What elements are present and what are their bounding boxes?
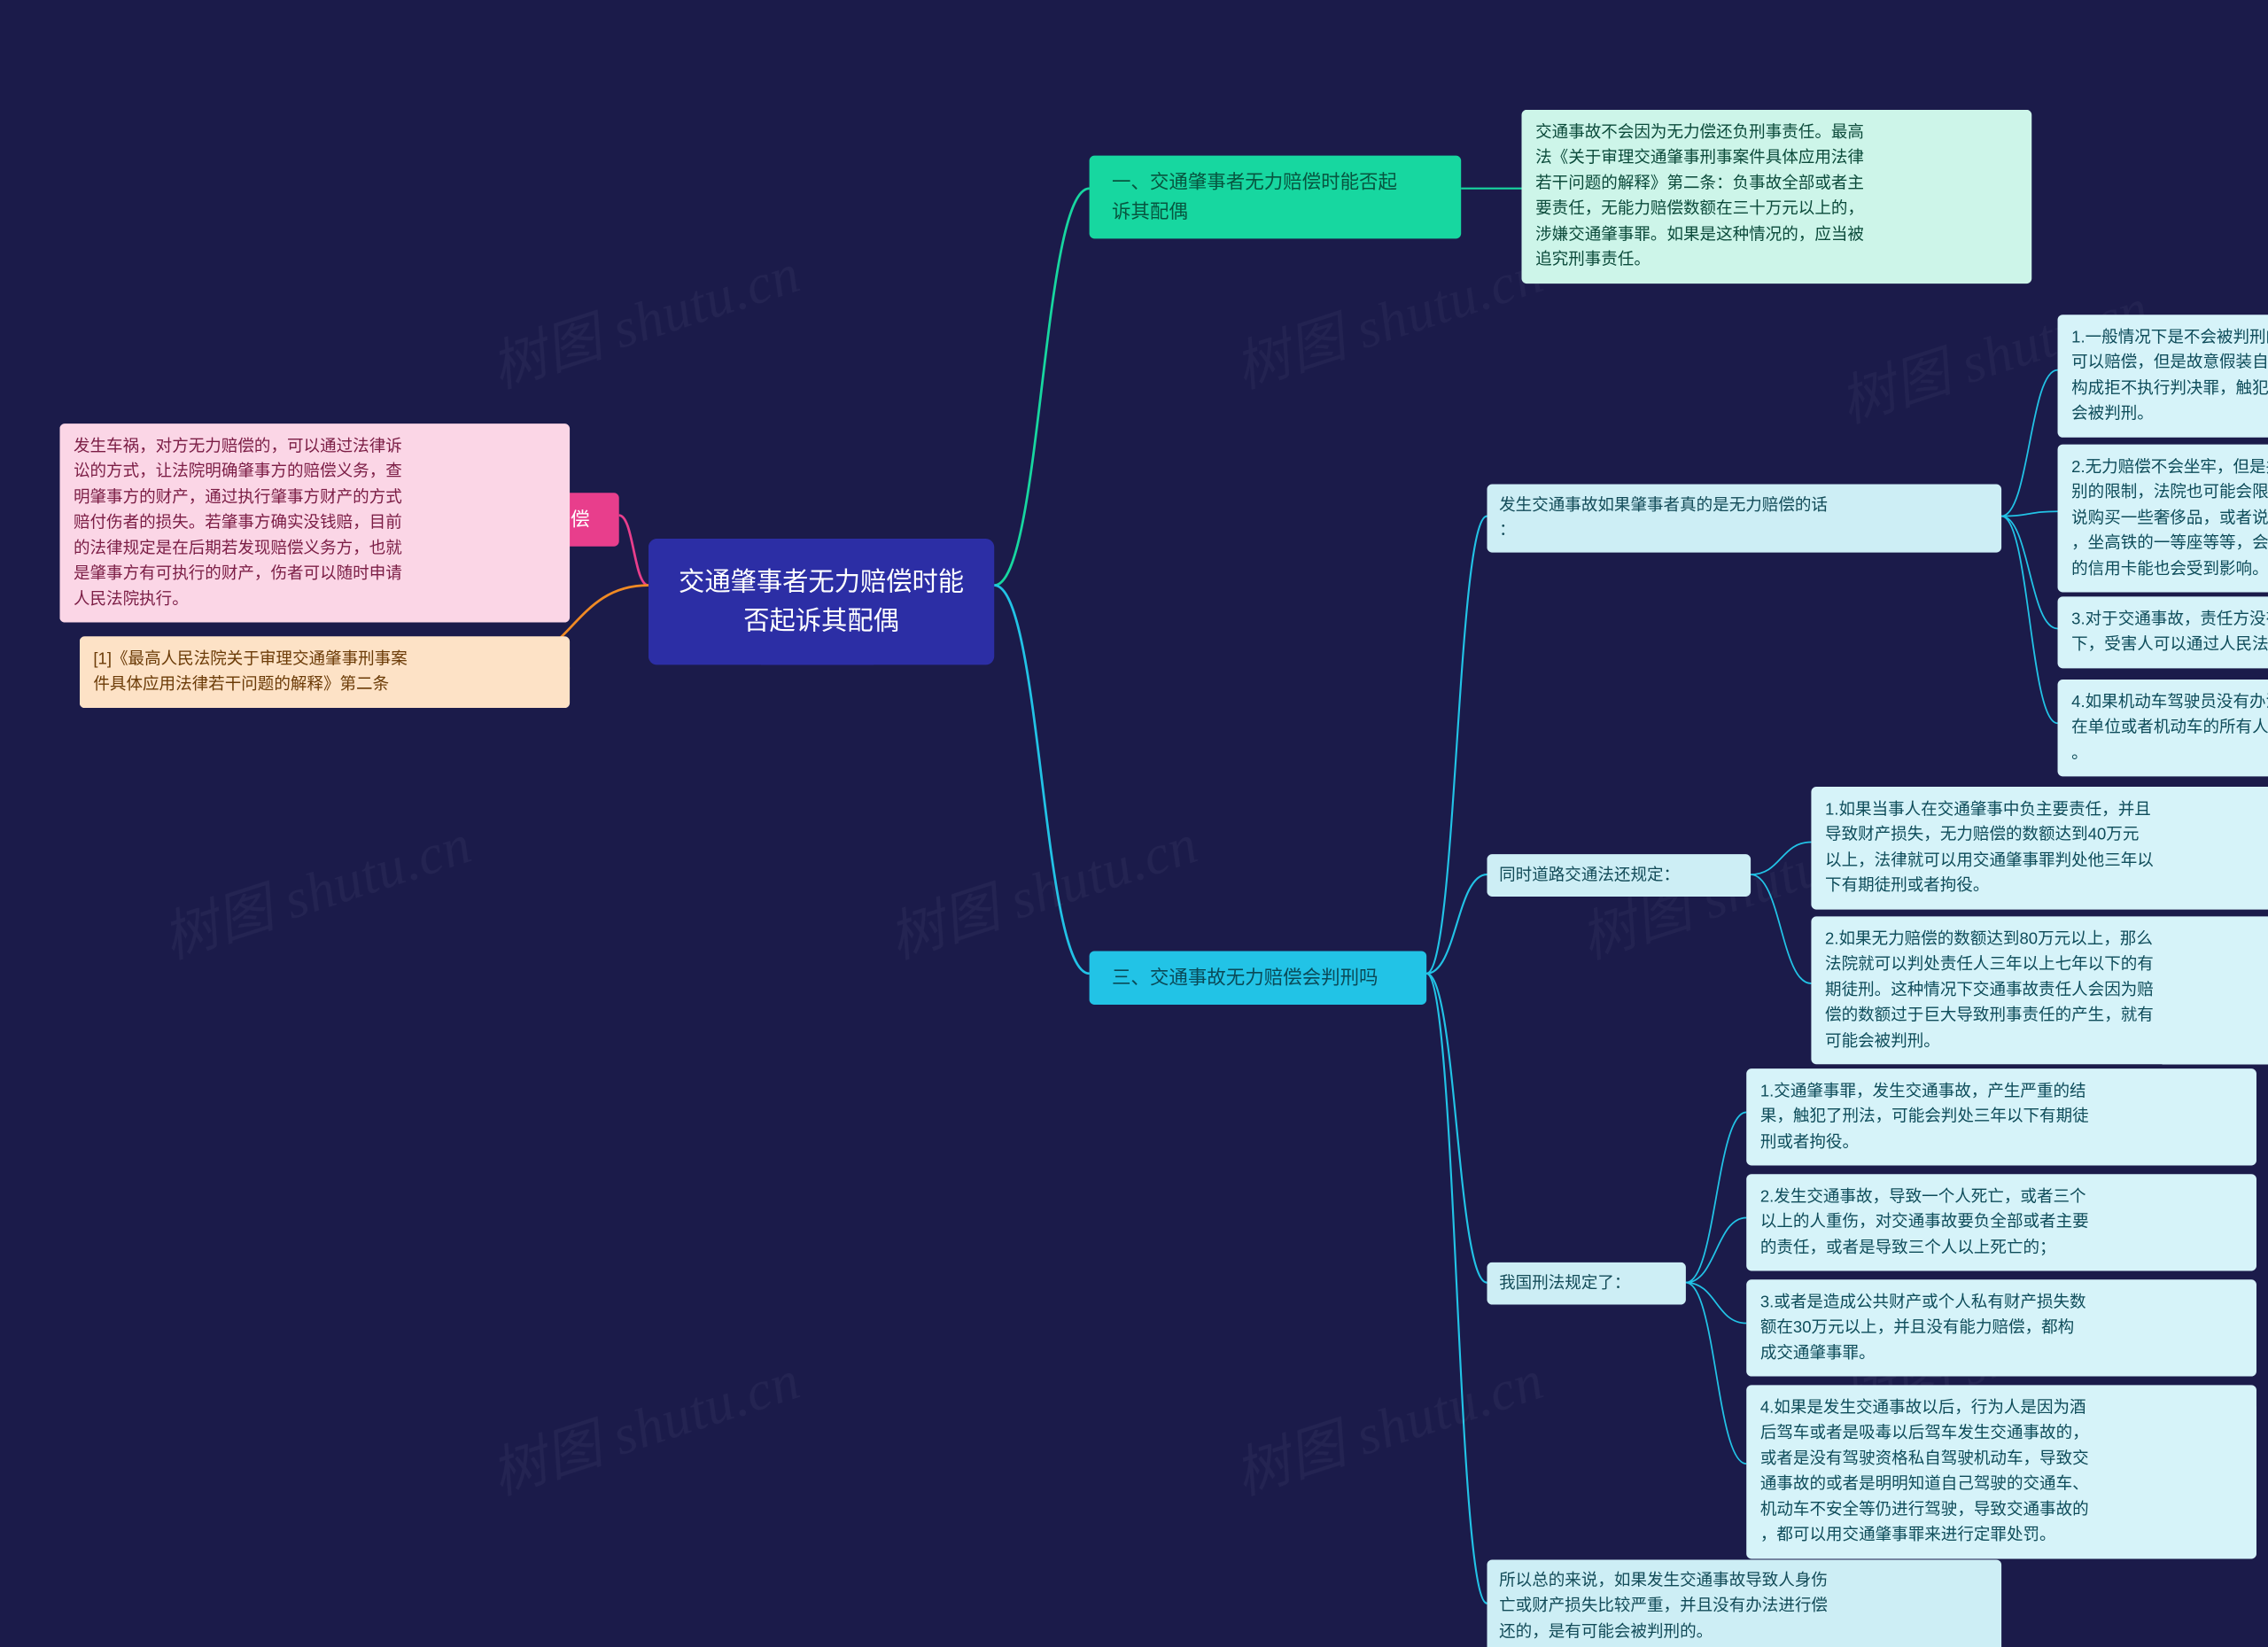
connector (1686, 1283, 1746, 1324)
watermark: 树图 shutu.cn (479, 229, 808, 404)
branch-3-sub-0-leaf-0: 1.一般情况下是不会被判刑的，但是如果有钱可以赔偿，但是故意假装自己无力赔偿，可… (2058, 315, 2268, 437)
watermark: 树图 shutu.cn (1223, 1336, 1552, 1511)
connector (1426, 874, 1487, 974)
branch-2-leaf-0: 发生车祸，对方无力赔偿的，可以通过法律诉讼的方式，让法院明确肇事方的赔偿义务，查… (59, 423, 570, 623)
connector (2001, 517, 2057, 629)
connector (1426, 517, 1487, 974)
connector (1686, 1283, 1746, 1464)
watermark: 树图 shutu.cn (877, 800, 1206, 975)
root-node: 交通肇事者无力赔偿时能否起诉其配偶 (649, 539, 994, 664)
connector (1426, 974, 1487, 1604)
connector (1426, 974, 1487, 1283)
branch-3-sub-2: 我国刑法规定了： (1487, 1262, 1685, 1305)
connector (994, 189, 1089, 586)
branch-3-sub-2-leaf-1: 2.发生交通事故，导致一个人死亡，或者三个以上的人重伤，对交通事故要负全部或者主… (1746, 1174, 2256, 1271)
branch-3-sub-0-leaf-3: 4.如果机动车驾驶员没有办法赔偿，但是原所在单位或者机动车的所有人可以帮他进行垫… (2058, 680, 2268, 777)
watermark: 树图 shutu.cn (1223, 229, 1552, 404)
connector (2001, 517, 2057, 724)
branch-3: 三、交通事故无力赔偿会判刑吗 (1090, 951, 1427, 1005)
branch-4-leaf-0: [1]《最高人民法院关于审理交通肇事刑事案件具体应用法律若干问题的解释》第二条 (80, 636, 570, 708)
connector (1751, 874, 1811, 983)
connector (2001, 511, 2057, 516)
connector (994, 586, 1089, 974)
branch-1: 一、交通肇事者无力赔偿时能否起诉其配偶 (1090, 156, 1462, 239)
branch-3-sub-0-leaf-1: 2.无力赔偿不会坐牢，但是并不是说就不会有别的限制，法院也可能会限制其高消费，比… (2058, 445, 2268, 593)
connector (1686, 1217, 1746, 1282)
watermark: 树图 shutu.cn (151, 800, 480, 975)
connector (1751, 842, 1811, 874)
branch-3-sub-0-leaf-2: 3.对于交通事故，责任方没有办法赔偿的情况下，受害人可以通过人民法院提起民事诉讼… (2058, 596, 2268, 668)
branch-3-sub-3: 所以总的来说，如果发生交通事故导致人身伤亡或财产损失比较严重，并且没有办法进行偿… (1487, 1559, 2001, 1647)
branch-3-sub-1-leaf-0: 1.如果当事人在交通肇事中负主要责任，并且导致财产损失，无力赔偿的数额达到40万… (1811, 787, 2268, 909)
branch-3-sub-2-leaf-0: 1.交通肇事罪，发生交通事故，产生严重的结果，触犯了刑法，可能会判处三年以下有期… (1746, 1068, 2256, 1166)
connector (2001, 370, 2057, 517)
branch-3-sub-1-leaf-1: 2.如果无力赔偿的数额达到80万元以上，那么法院就可以判处责任人三年以上七年以下… (1811, 916, 2268, 1064)
branch-3-sub-1: 同时道路交通法还规定： (1487, 854, 1751, 897)
connector (1686, 1112, 1746, 1282)
branch-3-sub-2-leaf-3: 4.如果是发生交通事故以后，行为人是因为酒后驾车或者是吸毒以后驾车发生交通事故的… (1746, 1385, 2256, 1558)
branch-1-leaf-0: 交通事故不会因为无力偿还负刑事责任。最高法《关于审理交通肇事刑事案件具体应用法律… (1522, 110, 2032, 284)
connector (619, 516, 649, 586)
branch-3-sub-0: 发生交通事故如果肇事者真的是无力赔偿的话： (1487, 484, 2001, 552)
watermark: 树图 shutu.cn (479, 1336, 808, 1511)
branch-3-sub-2-leaf-2: 3.或者是造成公共财产或个人私有财产损失数额在30万元以上，并且没有能力赔偿，都… (1746, 1279, 2256, 1377)
